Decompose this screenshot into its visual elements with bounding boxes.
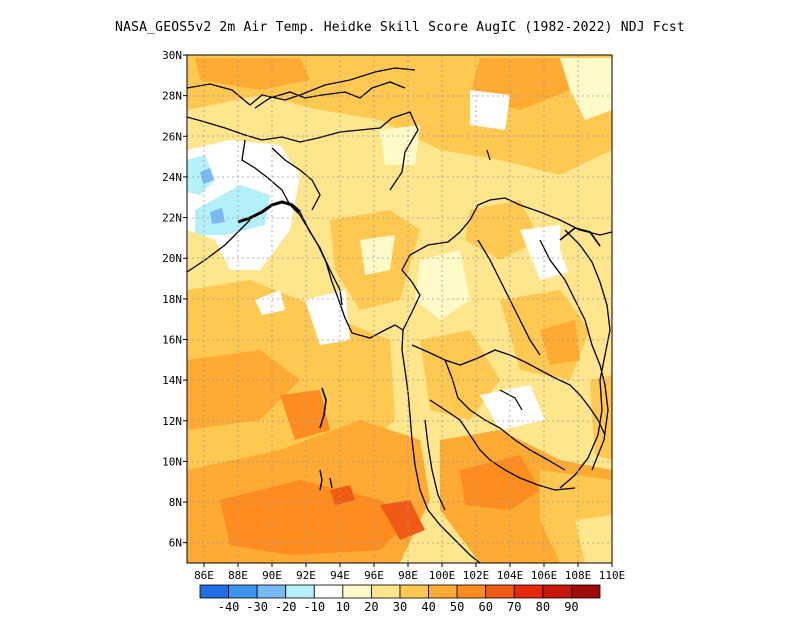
grid-lines	[187, 55, 612, 563]
y-tick-label: 18N	[162, 293, 182, 306]
colorbar-label: 80	[536, 600, 550, 614]
colorbar-label: 10	[336, 600, 350, 614]
colorbar-swatch	[285, 584, 315, 599]
x-tick-label: 100E	[429, 569, 456, 582]
y-tick-label: 24N	[162, 171, 182, 184]
y-tick-label: 8N	[169, 496, 182, 509]
x-tick-label: 92E	[296, 569, 316, 582]
y-tick-label: 14N	[162, 374, 182, 387]
colorbar-swatch	[542, 584, 572, 599]
y-axis-labels: 6N 8N 10N 12N 14N 16N 18N 20N 22N 24N 26N 28N 30N	[162, 49, 182, 550]
x-tick-label: 96E	[364, 569, 384, 582]
colorbar-label: 40	[421, 600, 435, 614]
x-tick-label: 106E	[531, 569, 558, 582]
colorbar-label: 60	[478, 600, 492, 614]
axis-ticks	[183, 54, 613, 567]
x-tick-label: 90E	[262, 569, 282, 582]
y-tick-label: 28N	[162, 90, 182, 103]
colorbar-label: -10	[303, 600, 325, 614]
y-tick-label: 26N	[162, 130, 182, 143]
x-tick-label: 104E	[497, 569, 524, 582]
colorbar-label: 50	[450, 600, 464, 614]
colorbar	[199, 584, 601, 599]
colorbar-label: 20	[364, 600, 378, 614]
y-tick-label: 20N	[162, 252, 182, 265]
colorbar-swatch	[199, 584, 229, 599]
x-tick-label: 108E	[565, 569, 592, 582]
y-tick-label: 12N	[162, 415, 182, 428]
colorbar-swatch	[342, 584, 372, 599]
colorbar-label: 70	[507, 600, 521, 614]
y-tick-label: 6N	[169, 537, 182, 550]
x-axis-labels: 86E 88E 90E 92E 94E 96E 98E 100E 102E 104E 106E 108…	[194, 569, 625, 582]
colorbar-swatch	[399, 584, 429, 599]
colorbar-label: -20	[275, 600, 297, 614]
y-tick-label: 22N	[162, 212, 182, 225]
x-tick-label: 102E	[463, 569, 490, 582]
colorbar-swatch	[456, 584, 487, 599]
colorbar-swatch	[428, 584, 458, 599]
colorbar-swatch	[485, 584, 515, 599]
map-frame	[186, 54, 613, 564]
map-title: NASA_GEOS5v2 2m Air Temp. Heidke Skill S…	[115, 20, 685, 35]
colorbar-label: 90	[564, 600, 578, 614]
x-tick-label: 88E	[228, 569, 248, 582]
y-tick-label: 30N	[162, 49, 182, 62]
x-tick-label: 94E	[330, 569, 350, 582]
colorbar-swatch	[513, 584, 544, 599]
x-tick-label: 86E	[194, 569, 214, 582]
colorbar-swatch	[571, 584, 601, 599]
y-tick-label: 10N	[162, 455, 182, 468]
colorbar-labels: -40 -30 -20 -10 10 20 30 40 50 60 70 80 90	[218, 600, 579, 614]
x-tick-label: 110E	[599, 569, 626, 582]
colorbar-label: -40	[218, 600, 240, 614]
colorbar-label: 30	[393, 600, 407, 614]
y-tick-label: 16N	[162, 333, 182, 346]
colorbar-swatch	[371, 584, 401, 599]
skill-score-field	[187, 55, 612, 563]
colorbar-swatch	[256, 584, 287, 599]
colorbar-label: -30	[246, 600, 268, 614]
x-tick-label: 98E	[398, 569, 418, 582]
colorbar-swatch	[228, 584, 258, 599]
colorbar-swatch	[313, 584, 344, 599]
